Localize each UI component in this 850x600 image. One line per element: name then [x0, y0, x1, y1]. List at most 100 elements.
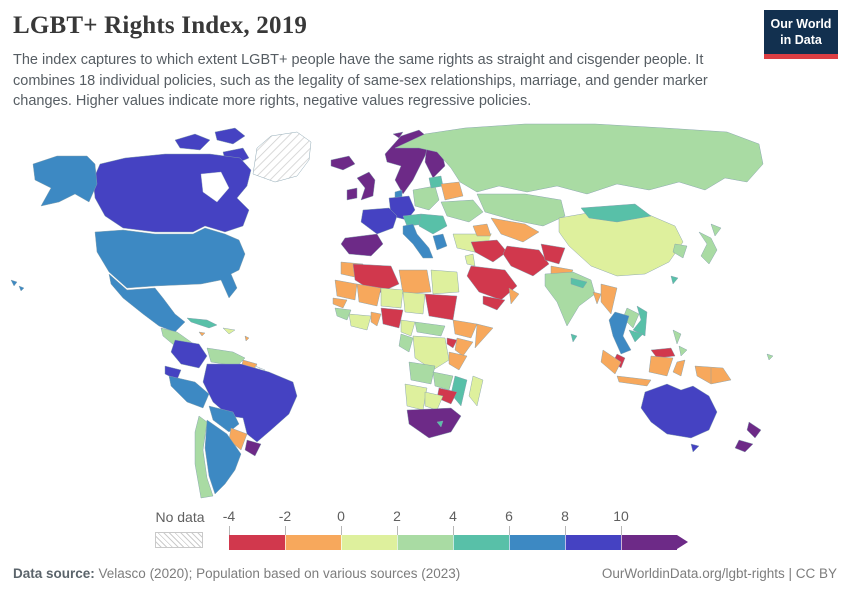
- region-niger[interactable]: [380, 287, 404, 309]
- region-tanzania[interactable]: [448, 351, 468, 371]
- region-venezuela[interactable]: [206, 347, 246, 367]
- region-indonesia-java[interactable]: [616, 375, 652, 387]
- region-namibia[interactable]: [404, 383, 428, 411]
- legend-bin[interactable]: [285, 535, 341, 550]
- legend-no-data-swatch[interactable]: [155, 532, 203, 548]
- region-brazil[interactable]: [202, 363, 298, 443]
- region-cameroon[interactable]: [400, 319, 416, 337]
- region-australia[interactable]: [640, 383, 718, 439]
- region-ethiopia[interactable]: [452, 319, 478, 339]
- legend-bin[interactable]: [509, 535, 565, 550]
- region-mexico[interactable]: [108, 273, 186, 333]
- region-poland[interactable]: [412, 185, 440, 211]
- region-svalbard[interactable]: [392, 131, 404, 139]
- region-jamaica[interactable]: [198, 331, 206, 337]
- region-nepal[interactable]: [570, 277, 588, 289]
- region-new-guinea[interactable]: [694, 365, 732, 385]
- region-lesser-antilles[interactable]: [244, 335, 250, 342]
- region-uganda[interactable]: [446, 337, 458, 349]
- region-spain-portugal[interactable]: [340, 233, 384, 257]
- owid-logo[interactable]: Our World in Data: [764, 10, 838, 60]
- region-yemen[interactable]: [482, 295, 506, 311]
- region-philippines[interactable]: [672, 329, 682, 345]
- region-indonesia-sulawesi[interactable]: [672, 359, 686, 377]
- legend-bin[interactable]: [565, 535, 621, 550]
- region-balkans[interactable]: [418, 213, 448, 235]
- owid-url-link[interactable]: OurWorldinData.org/lgbt-rights | CC BY: [601, 566, 837, 581]
- region-new-zealand[interactable]: [746, 421, 762, 439]
- region-belarus[interactable]: [440, 181, 464, 201]
- region-hawaii[interactable]: [10, 279, 18, 287]
- region-chile[interactable]: [194, 415, 214, 499]
- region-greece[interactable]: [432, 233, 448, 251]
- region-colombia[interactable]: [170, 339, 208, 369]
- legend-bin[interactable]: [397, 535, 453, 550]
- region-mongolia[interactable]: [580, 203, 652, 223]
- region-sri-lanka[interactable]: [570, 333, 578, 343]
- region-italy[interactable]: [402, 223, 434, 259]
- region-egypt[interactable]: [430, 269, 460, 295]
- region-united-states[interactable]: [94, 227, 246, 299]
- region-bangladesh[interactable]: [592, 291, 602, 305]
- region-lesotho[interactable]: [436, 420, 444, 428]
- region-ivory-coast-ghana[interactable]: [348, 313, 372, 331]
- region-hispaniola[interactable]: [222, 327, 236, 335]
- legend-bin[interactable]: [453, 535, 509, 550]
- region-russia[interactable]: [394, 123, 764, 195]
- region-somalia[interactable]: [474, 323, 494, 349]
- region-canada-arctic-islands[interactable]: [214, 127, 246, 145]
- region-kazakhstan[interactable]: [476, 193, 566, 227]
- region-central-african-republic[interactable]: [414, 321, 446, 337]
- legend-bin[interactable]: [341, 535, 397, 550]
- region-philippines[interactable]: [678, 345, 688, 357]
- region-zambia[interactable]: [432, 371, 454, 391]
- region-guinea[interactable]: [334, 307, 352, 321]
- legend-bin[interactable]: [229, 535, 285, 550]
- region-mozambique[interactable]: [450, 375, 468, 407]
- region-cuba[interactable]: [186, 317, 218, 329]
- region-korea[interactable]: [672, 243, 688, 259]
- region-afghanistan[interactable]: [540, 243, 566, 265]
- region-canada-arctic-islands[interactable]: [174, 133, 211, 151]
- region-argentina[interactable]: [204, 419, 242, 495]
- region-madagascar[interactable]: [468, 375, 484, 407]
- region-uruguay[interactable]: [244, 439, 262, 457]
- region-cambodia[interactable]: [628, 329, 644, 343]
- region-ukraine[interactable]: [440, 199, 484, 223]
- region-syria-iraq[interactable]: [470, 239, 508, 263]
- region-kenya[interactable]: [454, 337, 474, 357]
- region-greenland[interactable]: [252, 131, 312, 183]
- region-india[interactable]: [544, 271, 596, 327]
- region-indonesia-sumatra[interactable]: [600, 349, 622, 375]
- region-japan-hokkaido[interactable]: [710, 223, 722, 237]
- region-senegal[interactable]: [332, 297, 348, 309]
- region-saudi-arabia[interactable]: [466, 265, 518, 301]
- region-france[interactable]: [360, 207, 398, 235]
- region-south-africa[interactable]: [406, 407, 462, 439]
- region-mali[interactable]: [356, 283, 382, 307]
- region-canada[interactable]: [92, 153, 252, 233]
- region-hawaii[interactable]: [18, 285, 25, 292]
- legend-bin[interactable]: [621, 535, 677, 550]
- region-malaysia-borneo[interactable]: [650, 347, 676, 359]
- region-paraguay[interactable]: [228, 427, 248, 451]
- region-sudan[interactable]: [424, 293, 458, 321]
- region-israel-jordan[interactable]: [464, 253, 476, 267]
- region-united-kingdom[interactable]: [356, 171, 376, 201]
- region-uzbekistan-turkmenistan[interactable]: [490, 217, 540, 243]
- region-thailand[interactable]: [608, 311, 632, 355]
- region-nigeria[interactable]: [380, 307, 404, 329]
- region-fiji[interactable]: [766, 353, 774, 361]
- region-myanmar[interactable]: [600, 283, 618, 315]
- region-chad[interactable]: [402, 291, 426, 315]
- region-taiwan[interactable]: [670, 275, 679, 285]
- region-libya[interactable]: [398, 269, 432, 295]
- region-iran[interactable]: [502, 245, 550, 277]
- region-dr-congo[interactable]: [412, 335, 450, 371]
- region-indonesia-borneo[interactable]: [648, 355, 674, 377]
- region-bolivia[interactable]: [208, 405, 240, 433]
- region-ireland[interactable]: [346, 187, 358, 201]
- region-japan[interactable]: [698, 231, 718, 265]
- region-congo-gabon[interactable]: [398, 333, 414, 353]
- region-new-zealand[interactable]: [734, 439, 754, 453]
